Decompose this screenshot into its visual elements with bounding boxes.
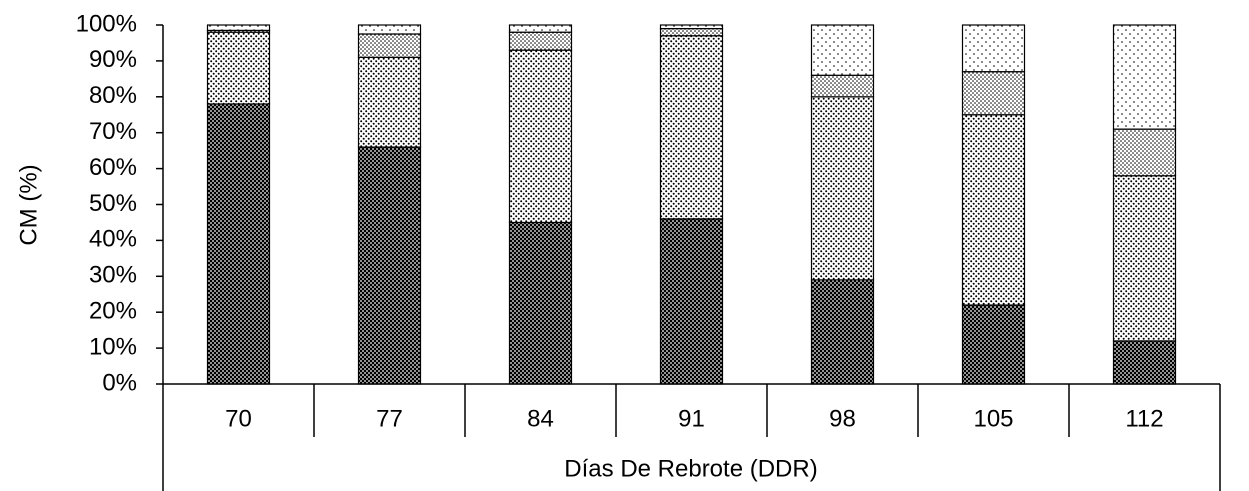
x-tick-label: 70: [225, 405, 252, 432]
bar-segment: [357, 146, 422, 385]
y-axis-label: CM (%): [15, 164, 42, 245]
bar-segment: [961, 114, 1026, 306]
bar-segment: [508, 31, 573, 51]
x-tick-label: 77: [376, 405, 403, 432]
x-tick-label: 98: [829, 405, 856, 432]
x-tick-label: 105: [973, 405, 1013, 432]
bar-segment: [206, 24, 271, 31]
bar-segment: [810, 24, 875, 76]
y-tick-label: 90%: [89, 46, 137, 73]
bar-segment: [206, 31, 271, 105]
y-tick-label: 70%: [89, 118, 137, 145]
x-tick-label: 84: [527, 405, 554, 432]
y-tick-label: 20%: [89, 298, 137, 325]
y-tick-label: 0%: [102, 369, 137, 396]
bar-segment: [357, 24, 422, 35]
bar-segment: [1112, 175, 1177, 342]
y-tick-label: 40%: [89, 226, 137, 253]
bar-segment: [1112, 24, 1177, 130]
y-tick-label: 100%: [76, 10, 137, 37]
y-tick-label: 30%: [89, 262, 137, 289]
x-axis-label: Días De Rebrote (DDR): [564, 455, 817, 482]
bar-segment: [508, 221, 573, 385]
bar-segment: [961, 24, 1026, 73]
bar-segment: [357, 33, 422, 58]
bar-segment: [810, 74, 875, 98]
y-tick-label: 50%: [89, 190, 137, 217]
bar-segment: [961, 304, 1026, 385]
y-tick-label: 10%: [89, 333, 137, 360]
y-tick-label: 80%: [89, 82, 137, 109]
bar-segment: [1112, 340, 1177, 385]
y-tick-label: 60%: [89, 154, 137, 181]
bar-segment: [961, 71, 1026, 116]
bar-segment: [659, 27, 724, 37]
bar-segment: [659, 35, 724, 220]
x-tick-label: 112: [1125, 405, 1163, 432]
x-tick-label: 91: [678, 405, 705, 432]
bar-segment: [1112, 128, 1177, 177]
bar-segment: [508, 24, 573, 33]
bar-segment: [810, 279, 875, 385]
bar-segment: [206, 103, 271, 385]
bar-segment: [659, 24, 724, 30]
bar-segment: [357, 56, 422, 148]
bar-segment: [508, 49, 573, 224]
bar-segment: [810, 96, 875, 281]
bar-segment: [659, 218, 724, 385]
